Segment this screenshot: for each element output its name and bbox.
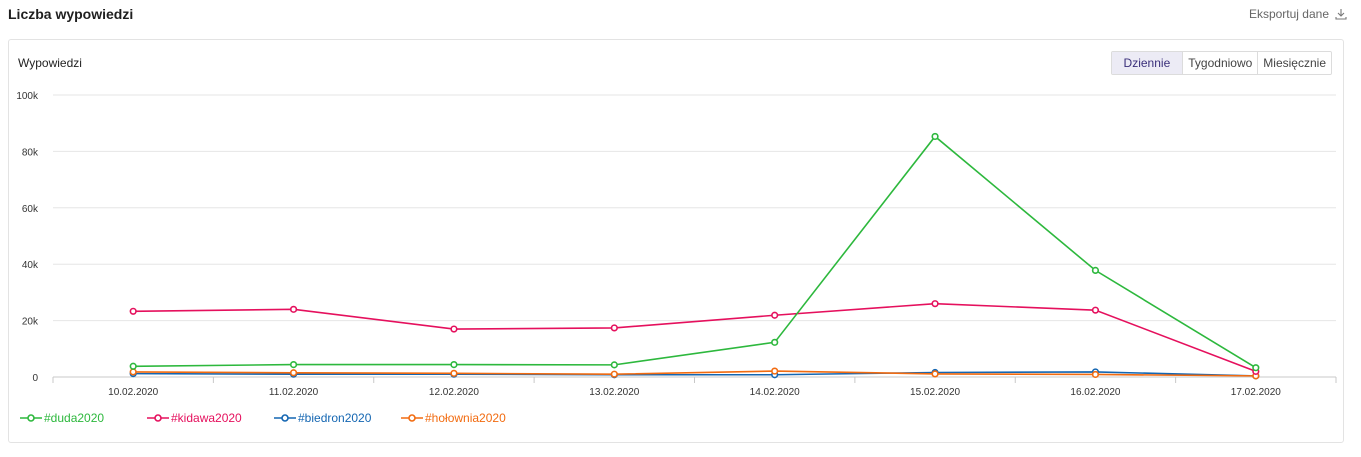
- series-line: [133, 371, 1256, 377]
- period-monthly-button[interactable]: Miesięcznie: [1257, 52, 1331, 74]
- y-tick-label: 20k: [22, 317, 39, 328]
- data-point: [450, 360, 458, 369]
- x-tick-label: 17.02.2020: [1231, 387, 1281, 398]
- data-point: [1252, 364, 1260, 372]
- legend-label: #biedron2020: [298, 411, 372, 425]
- data-point: [450, 369, 458, 377]
- data-point: [129, 362, 137, 370]
- y-tick-label: 80k: [22, 147, 39, 158]
- data-point: [289, 305, 298, 313]
- data-point: [610, 370, 618, 378]
- data-point: [289, 369, 298, 377]
- data-point: [931, 132, 939, 141]
- x-tick-label: 13.02.2020: [589, 387, 639, 398]
- y-tick-label: 40k: [22, 260, 39, 271]
- chart-legend: #duda2020 #kidawa2020 #biedron2020 #hołowni…: [20, 411, 528, 425]
- data-point: [450, 325, 458, 333]
- data-point: [931, 300, 939, 308]
- data-point: [610, 361, 618, 369]
- x-tick-label: 12.02.2020: [429, 387, 479, 398]
- data-point: [771, 367, 779, 375]
- x-tick-label: 14.02.2020: [750, 387, 800, 398]
- legend-marker-icon: [274, 414, 296, 422]
- data-point: [771, 311, 779, 319]
- export-data-link[interactable]: Eksportuj dane: [1249, 7, 1347, 21]
- legend-item[interactable]: #biedron2020: [274, 411, 401, 425]
- data-point: [129, 368, 137, 376]
- legend-item[interactable]: #hołownia2020: [401, 411, 528, 425]
- period-toggle: Dziennie Tygodniowo Miesięcznie: [1110, 51, 1332, 75]
- data-point: [1091, 266, 1100, 275]
- x-tick-label: 10.02.2020: [108, 387, 158, 398]
- x-tick-label: 11.02.2020: [269, 387, 319, 398]
- page-title: Liczba wypowiedzi: [8, 6, 134, 22]
- data-point: [1091, 370, 1100, 379]
- line-chart: 0 20k 40k 60k 80k 100k 10.02.2020 11.02.2020 12.…: [16, 91, 1337, 398]
- legend-item[interactable]: #duda2020: [20, 411, 147, 425]
- export-data-label: Eksportuj dane: [1248, 7, 1329, 21]
- data-point: [129, 307, 137, 315]
- data-point: [289, 360, 298, 369]
- data-point: [931, 370, 939, 378]
- y-tick-label: 60k: [22, 204, 39, 215]
- series-line: [133, 302, 1257, 373]
- legend-marker-icon: [401, 414, 423, 422]
- data-point: [771, 338, 779, 346]
- x-tick-label: 15.02.2020: [910, 387, 960, 398]
- y-tick-label: 100k: [16, 91, 39, 102]
- legend-marker-icon: [20, 414, 42, 422]
- legend-item[interactable]: #kidawa2020: [147, 411, 274, 425]
- legend-label: #kidawa2020: [171, 411, 242, 425]
- chart-card: Wypowiedzi Dziennie Tygodniowo Miesięczn…: [8, 39, 1344, 443]
- legend-marker-icon: [147, 414, 169, 422]
- period-weekly-button[interactable]: Tygodniowo: [1182, 52, 1258, 74]
- legend-label: #hołownia2020: [425, 411, 506, 425]
- series-line: [133, 370, 1256, 377]
- legend-label: #duda2020: [44, 411, 105, 425]
- x-tick-label: 16.02.2020: [1070, 387, 1120, 398]
- download-icon: [1335, 9, 1347, 20]
- period-daily-button[interactable]: Dziennie: [1111, 52, 1183, 74]
- y-tick-label: 0: [32, 373, 38, 384]
- series-line: [133, 135, 1257, 369]
- chart-card-title: Wypowiedzi: [18, 56, 82, 70]
- data-point: [610, 324, 618, 332]
- data-point: [1091, 306, 1100, 314]
